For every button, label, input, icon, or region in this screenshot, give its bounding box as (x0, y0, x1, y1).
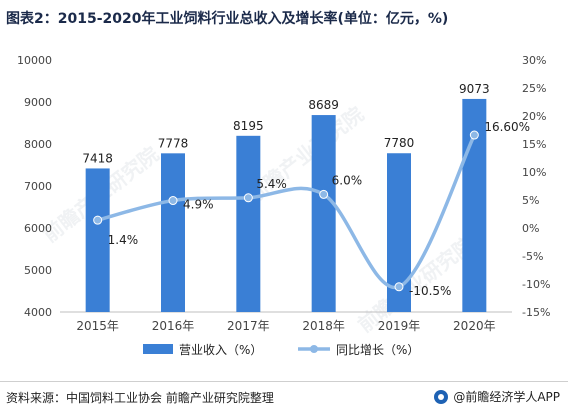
watermark-text: 前瞻产业研究院 (243, 102, 368, 207)
y-left-tick-label: 4000 (24, 306, 52, 319)
bar-value-label: 7780 (384, 136, 415, 150)
y-left-tick-label: 5000 (24, 264, 52, 277)
x-tick-label: 2019年 (378, 319, 421, 333)
line-value-label: 16.60% (484, 120, 530, 134)
line-point (469, 130, 479, 140)
bar-value-label: 9073 (459, 82, 490, 96)
line-value-label: 5.4% (256, 177, 287, 191)
y-left-tick-label: 6000 (24, 222, 52, 235)
legend-swatch-line-marker (310, 345, 318, 353)
line-point (243, 193, 253, 203)
bar (236, 135, 261, 312)
y-right-tick-label: 10% (522, 166, 546, 179)
source-note: 资料来源：中国饲料工业协会 前瞻产业研究院整理 (6, 391, 274, 405)
x-tick-label: 2017年 (227, 319, 270, 333)
y-left-tick-label: 7000 (24, 180, 52, 193)
bar-value-label: 7778 (158, 136, 189, 150)
legend-label-line: 同比增长（%） (336, 343, 419, 357)
bar-value-label: 7418 (82, 151, 113, 165)
bar (311, 115, 336, 312)
x-tick-label: 2016年 (152, 319, 195, 333)
brand-label: @前瞻经济学人APP (453, 390, 560, 404)
y-right-tick-label: -5% (522, 250, 543, 263)
line-point (394, 282, 404, 292)
brand: @前瞻经济学人APP (434, 388, 560, 405)
y-right-tick-label: 25% (522, 82, 546, 95)
line-value-label: 6.0% (332, 173, 363, 187)
y-right-tick-label: -10% (522, 278, 550, 291)
brand-logo-icon (434, 389, 449, 404)
line-value-label: 4.9% (183, 198, 214, 212)
y-left-tick-label: 8000 (24, 138, 52, 151)
footer-divider (0, 381, 568, 382)
y-right-tick-label: 15% (522, 138, 546, 151)
y-right-tick-label: -15% (522, 306, 550, 319)
line-point (93, 215, 103, 225)
line-point (168, 196, 178, 206)
line-point (319, 189, 329, 199)
legend-label-bar: 营业收入（%） (179, 343, 262, 357)
line-value-label: 1.4% (108, 233, 138, 247)
y-right-tick-label: 0% (522, 222, 539, 235)
x-tick-label: 2018年 (302, 319, 345, 333)
bar (85, 168, 110, 312)
y-left-tick-label: 9000 (24, 96, 52, 109)
bar-value-label: 8195 (233, 119, 264, 133)
x-tick-label: 2020年 (453, 319, 496, 333)
chart-title: 图表2：2015-2020年工业饲料行业总收入及增长率(单位：亿元，%) (6, 11, 449, 27)
legend-swatch-bar (143, 344, 173, 354)
y-right-tick-label: 5% (522, 194, 539, 207)
bar-value-label: 8689 (308, 98, 339, 112)
y-right-tick-label: 30% (522, 54, 546, 67)
y-left-tick-label: 10000 (17, 54, 52, 67)
bar (161, 153, 185, 312)
line-value-label: -10.5% (409, 284, 451, 298)
x-tick-label: 2015年 (76, 319, 119, 333)
y-right-tick-label: 20% (522, 110, 546, 123)
